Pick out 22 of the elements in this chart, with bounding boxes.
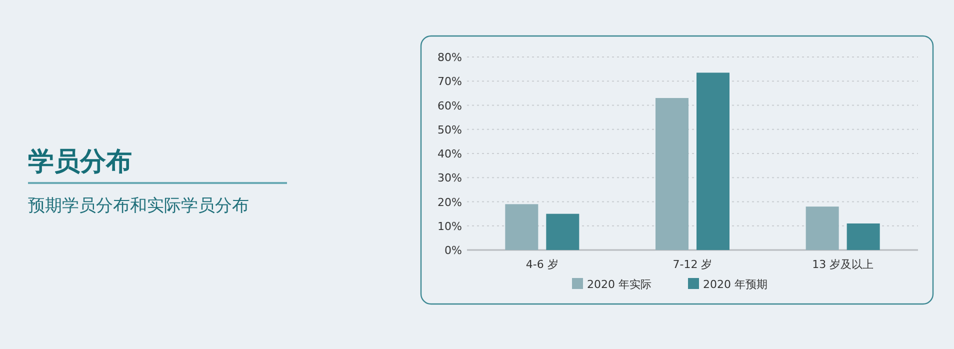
bar <box>656 98 688 250</box>
y-tick-label: 0% <box>444 244 462 257</box>
y-tick-label: 10% <box>438 220 462 233</box>
y-tick-label: 70% <box>438 75 462 88</box>
x-tick-label: 7-12 岁 <box>672 258 712 271</box>
bar <box>806 206 839 250</box>
y-tick-label: 40% <box>438 148 462 160</box>
bar <box>846 223 880 250</box>
bar <box>505 204 538 250</box>
bar <box>546 214 580 250</box>
x-tick-label: 13 岁及以上 <box>812 258 874 271</box>
x-tick-label: 4-6 岁 <box>526 258 558 271</box>
y-tick-label: 60% <box>438 99 462 112</box>
legend-label: 2020 年预期 <box>703 278 768 291</box>
text: 学员分布 <box>28 147 132 177</box>
text: 预期学员分布和实际学员分布 <box>28 196 249 216</box>
y-tick-label: 20% <box>438 196 462 209</box>
y-tick-label: 30% <box>438 172 462 185</box>
legend-label: 2020 年实际 <box>587 278 652 291</box>
y-tick-label: 50% <box>438 123 462 136</box>
y-tick-label: 80% <box>438 51 462 64</box>
bar <box>696 72 730 250</box>
